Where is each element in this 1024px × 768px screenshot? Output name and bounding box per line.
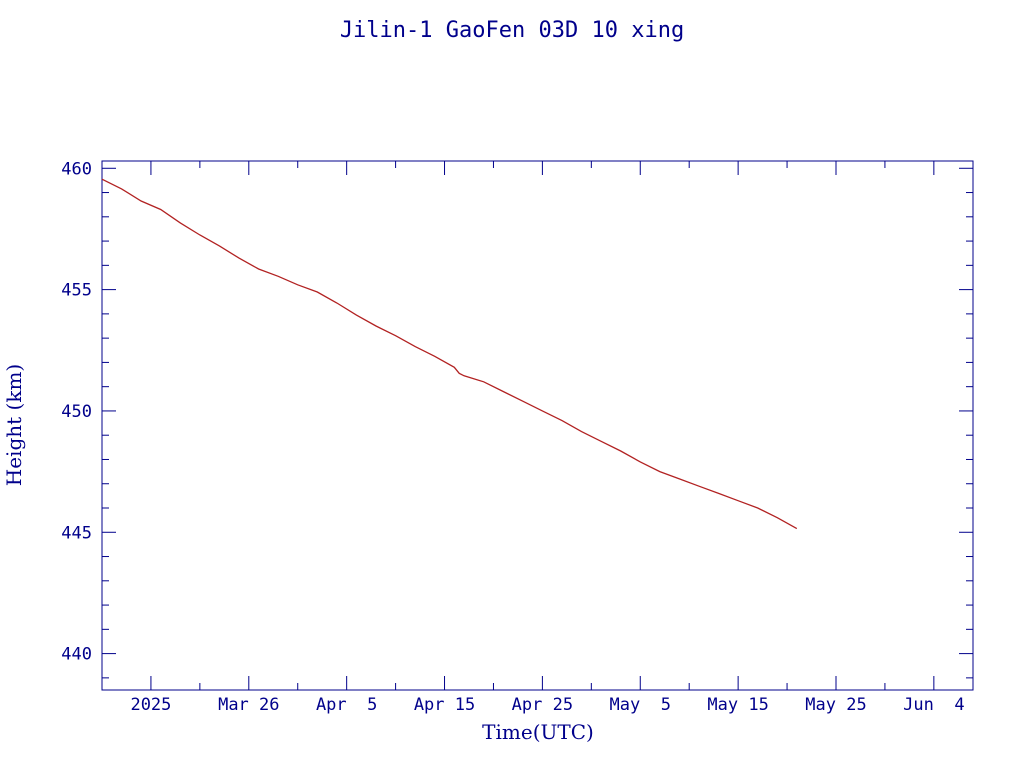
y-axis-label: Height (km) [2,364,26,486]
x-tick-label: Jun 4 [903,695,964,715]
y-axis-tick-labels: 440 445 450 455 460 [61,159,92,664]
y-tick-label: 440 [61,645,92,665]
x-tick-label: May 25 [805,695,866,715]
y-tick-label: 455 [61,281,92,301]
x-tick-label: Apr 25 [512,695,573,715]
chart-title: Jilin-1 GaoFen 03D 10 xing [340,18,684,43]
y-tick-label: 445 [61,523,92,543]
y-tick-label: 460 [61,159,92,179]
x-tick-label: May 15 [707,695,768,715]
y-tick-label: 450 [61,402,92,422]
y-axis-ticks [102,167,973,679]
x-axis-tick-labels: 2025 Mar 26 Apr 5 Apr 15 Apr 25 May 5 May 15 Ma… [130,695,964,715]
x-axis-label: Time(UTC) [482,720,594,744]
x-tick-label: Apr 5 [316,695,377,715]
series-line [101,178,798,530]
x-tick-label: Mar 26 [218,695,279,715]
x-tick-label: 2025 [130,695,171,715]
plot-frame [101,160,974,691]
x-tick-label: Apr 15 [414,695,475,715]
x-tick-label: May 5 [610,695,671,715]
x-axis-ticks [101,161,935,690]
